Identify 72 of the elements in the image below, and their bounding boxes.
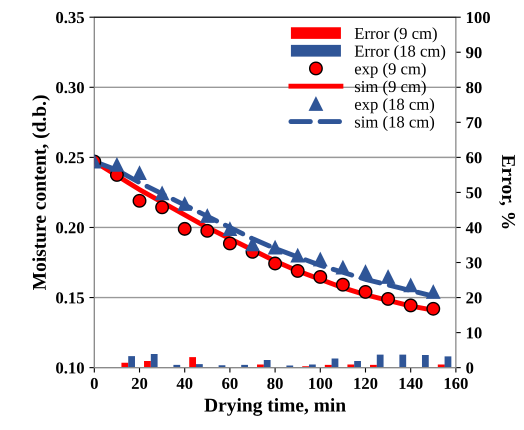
point [178, 222, 192, 236]
y2-tick-label: 10 [466, 327, 482, 339]
bar [150, 354, 158, 368]
x-tick-label: 80 [267, 378, 283, 390]
y-tick-label: 0.30 [56, 82, 84, 94]
y-tick-label: 0.25 [56, 152, 84, 164]
bar [189, 357, 196, 368]
y-axis-title: Moisture content, (d.b.) [32, 95, 50, 290]
bar [376, 354, 384, 368]
y2-axis-title: Error, % [499, 154, 516, 228]
point [426, 302, 440, 316]
y-tick-label: 0.15 [56, 292, 84, 304]
y2-tick-label: 90 [466, 46, 482, 58]
bar [128, 356, 135, 368]
bar [332, 358, 338, 368]
y2-tick-label: 60 [466, 152, 482, 164]
y2-tick-label: 30 [466, 257, 482, 268]
y-tick-label: 0.35 [56, 12, 84, 24]
x-tick-label: 20 [132, 378, 148, 390]
legend-label: exp (9 cm) [354, 62, 426, 78]
point [313, 270, 328, 284]
y2-tick-label: 0 [466, 362, 474, 374]
y2-tick-label: 20 [466, 292, 482, 304]
y2-tick-label: 70 [466, 117, 482, 128]
point [132, 166, 146, 180]
point [132, 194, 146, 208]
point [155, 200, 170, 214]
y-tick-label: 0.10 [56, 362, 84, 374]
point [404, 278, 418, 292]
y2-tick-label: 100 [466, 12, 490, 24]
legend-label: Error (18 cm) [354, 45, 446, 60]
legend-label: Error (9 cm) [354, 27, 437, 42]
point [290, 248, 305, 262]
point [404, 298, 418, 312]
point [336, 260, 350, 275]
point [178, 196, 192, 211]
bar [354, 360, 361, 368]
point [426, 285, 440, 299]
x-tick-label: 160 [444, 378, 468, 390]
point [358, 264, 372, 279]
bar [422, 355, 429, 368]
y-tick-label: 0.20 [56, 222, 84, 234]
point [381, 292, 396, 306]
x-tick-label: 60 [222, 378, 238, 390]
point [222, 236, 237, 250]
x-tick-label: 120 [354, 378, 378, 390]
point [336, 278, 350, 292]
point [268, 240, 282, 254]
point [200, 224, 214, 238]
x-tick-label: 140 [400, 378, 423, 390]
point [358, 285, 372, 299]
x-tick-label: 40 [176, 378, 192, 390]
point [313, 252, 328, 266]
point [290, 264, 305, 278]
bar [144, 360, 151, 368]
x-axis-title: Drying time, min [204, 398, 346, 416]
y2-tick-label: 80 [466, 82, 482, 94]
point [155, 186, 170, 200]
point [381, 270, 396, 284]
point [268, 256, 282, 270]
y2-tick-label: 50 [466, 187, 482, 198]
legend-label: sim (9 cm) [354, 80, 426, 96]
legend-label: sim (18 cm) [354, 116, 434, 131]
x-tick-label: 100 [309, 378, 332, 390]
legend-label: exp (18 cm) [354, 98, 434, 114]
point [110, 158, 124, 172]
bar [399, 354, 406, 368]
point [222, 222, 237, 236]
point [200, 209, 214, 223]
x-tick-label: 0 [90, 378, 98, 390]
bar [444, 356, 452, 368]
y2-tick-label: 40 [466, 222, 482, 234]
